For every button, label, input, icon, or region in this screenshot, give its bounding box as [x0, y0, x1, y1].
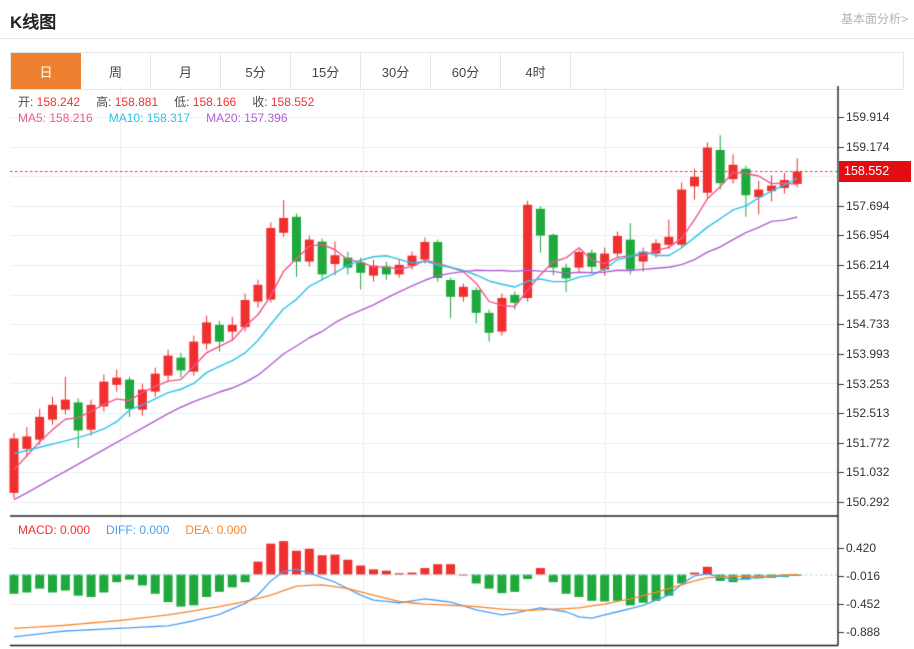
y-axis-label: -0.888 [846, 624, 881, 639]
current-price-tag: 158.552 [839, 161, 911, 182]
legend-item: DEA: 0.000 [185, 523, 247, 537]
y-axis-label: 157.694 [846, 198, 890, 213]
legend-item: 低: 158.166 [174, 95, 237, 109]
y-axis-label: 156.214 [846, 258, 890, 273]
legend-item: 开: 158.242 [18, 95, 81, 109]
legend-item: MA5: 158.216 [18, 111, 93, 125]
y-axis-label: 159.174 [846, 139, 890, 154]
legend-item: MA10: 158.317 [108, 111, 191, 125]
y-axis-label: 155.473 [846, 287, 890, 302]
y-axis-label: 150.292 [846, 494, 890, 509]
y-axis-label: -0.452 [846, 596, 881, 611]
legend-item: MA20: 157.396 [206, 111, 288, 125]
y-axis-label: 151.032 [846, 465, 890, 480]
y-axis-label: 154.733 [846, 317, 890, 332]
y-axis-label: 153.993 [846, 346, 890, 361]
legend-item: 收: 158.552 [252, 95, 315, 109]
legend-item: 高: 158.881 [96, 95, 159, 109]
y-axis-label: 152.513 [846, 406, 890, 421]
ohlc-legend: 开: 158.242 高: 158.881 低: 158.166 收: 158.552 [18, 93, 330, 110]
legend-item: DIFF: 0.000 [106, 523, 170, 537]
legend-item: MACD: 0.000 [18, 523, 91, 537]
macd-legend: MACD: 0.000 DIFF: 0.000 DEA: 0.000 [18, 523, 263, 537]
y-axis-label: 151.772 [846, 435, 890, 450]
y-axis-label: 159.914 [846, 110, 890, 124]
y-axis-label: 153.253 [846, 376, 890, 391]
y-axis-label: -0.016 [846, 568, 881, 583]
ma-legend: MA5: 158.216 MA10: 158.317 MA20: 157.396 [18, 111, 304, 125]
y-axis-label: 0.420 [846, 540, 877, 555]
y-axis-label: 156.954 [846, 228, 890, 243]
